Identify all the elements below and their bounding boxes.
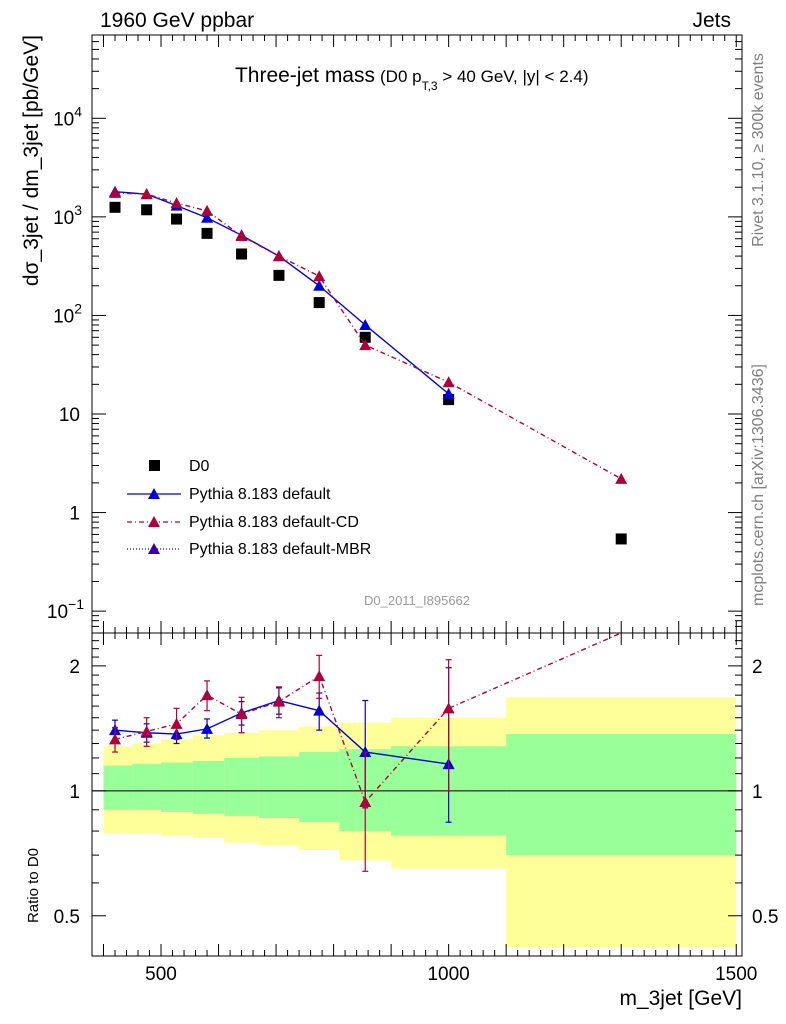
ratio-y-tick-label: 2 bbox=[69, 657, 80, 678]
series-marker-1 bbox=[359, 318, 372, 330]
mcplots-label: mcplots.cern.ch [arXiv:1306.3436] bbox=[750, 364, 767, 606]
rivet-label: Rivet 3.1.10, ≥ 300k events bbox=[750, 53, 767, 247]
x-tick-label: 500 bbox=[145, 964, 177, 985]
ratio-band-inner bbox=[161, 762, 193, 812]
ratio-marker-2 bbox=[359, 795, 372, 807]
series-line-1 bbox=[114, 191, 450, 395]
y-tick-label: 104 bbox=[53, 103, 82, 130]
x-axis-label: m_3jet [GeV] bbox=[619, 987, 742, 1010]
ratio-y-tick-label-right: 2 bbox=[752, 657, 763, 678]
ratio-marker-2 bbox=[272, 695, 285, 707]
series-marker-2 bbox=[109, 186, 122, 198]
data-point-d0 bbox=[359, 331, 371, 343]
ratio-marker-2 bbox=[313, 670, 326, 682]
series-marker-1 bbox=[442, 387, 455, 399]
ratio-band-inner bbox=[132, 764, 162, 810]
ratio-y-tick-label: 0.5 bbox=[54, 907, 80, 928]
ratio-band-inner bbox=[258, 756, 300, 819]
series-marker-2 bbox=[359, 339, 372, 351]
legend-label-mbr: Pythia 8.183 default-MBR bbox=[189, 541, 371, 558]
x-tick-label: 1000 bbox=[427, 964, 469, 985]
ratio-y-tick-label-right: 1 bbox=[752, 782, 763, 803]
ratio-marker-2 bbox=[109, 733, 122, 745]
y-tick-label: 1 bbox=[69, 504, 80, 525]
ratio-band-inner bbox=[103, 765, 133, 810]
legend-marker-cd bbox=[148, 516, 160, 527]
series-marker-2 bbox=[170, 197, 183, 209]
ratio-band-inner bbox=[224, 757, 259, 816]
ratio-y-axis-label: Ratio to D0 bbox=[25, 848, 42, 923]
series-marker-1 bbox=[201, 211, 214, 223]
ratio-frame bbox=[91, 632, 743, 957]
ratio-marker-1 bbox=[313, 704, 326, 716]
legend-marker-mbr bbox=[148, 543, 160, 554]
data-point-d0 bbox=[171, 213, 183, 225]
series-marker-2 bbox=[615, 472, 628, 484]
data-point-d0 bbox=[443, 394, 455, 406]
ratio-band-inner bbox=[299, 752, 340, 823]
data-point-d0 bbox=[273, 269, 285, 281]
legend-marker-default bbox=[148, 488, 160, 499]
legend-label-cd: Pythia 8.183 default-CD bbox=[189, 514, 359, 531]
ratio-marker-2 bbox=[235, 708, 248, 720]
axes: 500 1000 1500 10−1 1 10 102 103 104 0.5 0.5 1 1 2 2 bbox=[47, 34, 778, 985]
data-point-d0 bbox=[313, 297, 325, 309]
data-point-d0 bbox=[615, 533, 627, 545]
category-label: Jets bbox=[692, 9, 731, 32]
y-tick-label: 10−1 bbox=[47, 596, 84, 623]
legend: D0 Pythia 8.183 default Pythia 8.183 def… bbox=[127, 458, 371, 558]
y-tick-label: 102 bbox=[53, 300, 82, 327]
data-point-d0 bbox=[236, 248, 248, 260]
ratio-line-2 bbox=[114, 632, 622, 804]
ratio-marker-2 bbox=[140, 725, 153, 737]
legend-marker-d0 bbox=[149, 460, 160, 471]
main-plot bbox=[109, 185, 628, 545]
ratio-marker-2 bbox=[201, 689, 214, 701]
ratio-marker-2 bbox=[442, 702, 455, 714]
series-marker-2 bbox=[201, 204, 214, 216]
data-point-d0 bbox=[109, 201, 121, 213]
legend-label-d0: D0 bbox=[189, 458, 210, 475]
ratio-plot bbox=[92, 632, 742, 948]
ratio-band-inner bbox=[192, 760, 225, 814]
analysis-label: D0_2011_I895662 bbox=[364, 593, 470, 608]
series-marker-2 bbox=[313, 270, 326, 282]
beam-label: 1960 GeV ppbar bbox=[100, 9, 254, 32]
x-tick-label: 1500 bbox=[715, 964, 757, 985]
ratio-marker-2 bbox=[170, 717, 183, 729]
ratio-y-tick-label: 1 bbox=[69, 782, 80, 803]
series-line-2 bbox=[114, 192, 622, 480]
ratio-band-inner bbox=[506, 734, 737, 856]
series-marker-2 bbox=[235, 229, 248, 241]
series-marker-2 bbox=[272, 250, 285, 262]
data-point-d0 bbox=[141, 204, 153, 216]
ratio-y-tick-label-right: 0.5 bbox=[752, 907, 778, 928]
series-marker-2 bbox=[140, 188, 153, 200]
y-tick-label: 10 bbox=[59, 405, 80, 426]
y-tick-label: 103 bbox=[53, 202, 82, 229]
legend-label-default: Pythia 8.183 default bbox=[189, 486, 331, 503]
plot-title: Three-jet mass bbox=[235, 64, 375, 87]
series-marker-2 bbox=[442, 376, 455, 388]
data-point-d0 bbox=[201, 227, 213, 239]
series-marker-1 bbox=[313, 279, 326, 291]
y-axis-label: dσ_3jet / dm_3jet [pb/GeV] bbox=[20, 35, 43, 286]
ratio-marker-1 bbox=[201, 722, 214, 734]
plot-subtitle: (D0 pT,3 > 40 GeV, |y| < 2.4) bbox=[380, 67, 589, 93]
